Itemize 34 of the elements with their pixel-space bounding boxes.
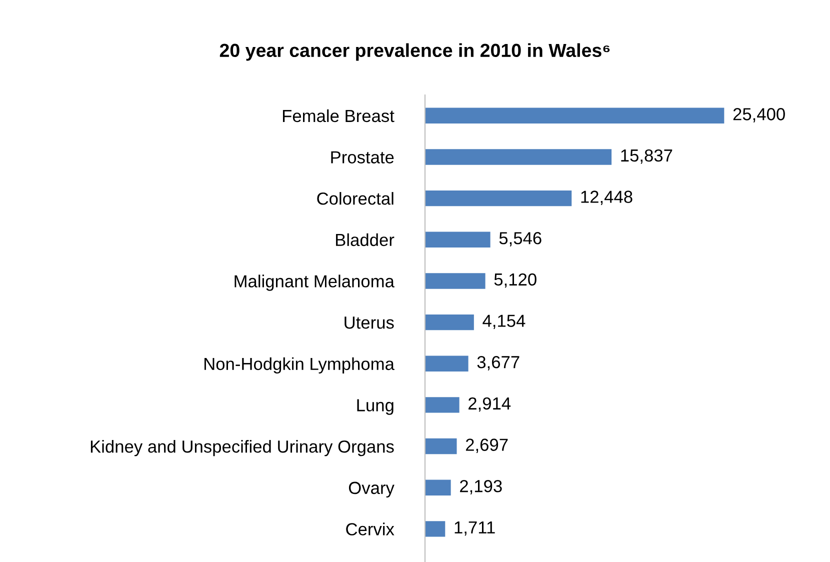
y-tick-label: Cervix [346,522,394,536]
bar [425,232,490,248]
y-tick-label: Lung [357,399,394,415]
bar [425,108,724,124]
data-label: 2,914 [468,397,511,412]
y-tick-label: Ovary [348,482,394,498]
data-label: 12,448 [581,190,632,206]
bar [425,149,612,165]
chart-title: 20 year cancer prevalence in 2010 in Wales⁶ [220,43,610,61]
y-tick-label: Prostate [331,151,394,164]
data-label: 3,677 [477,356,520,370]
data-label: 5,546 [499,232,542,246]
bar [425,438,457,454]
data-label: 2,193 [460,480,502,494]
data-label: 4,154 [482,314,526,330]
data-label: 5,120 [494,273,536,288]
bar [425,356,468,372]
data-label: 15,837 [621,149,672,164]
data-label: 1,711 [454,521,495,536]
bar [425,397,460,413]
bar [425,521,446,537]
y-tick-label: Malignant Melanoma [234,274,394,291]
bar [425,480,451,496]
y-tick-label: Kidney and Unspecified Urinary Organs [90,440,394,456]
bar [425,314,474,330]
y-tick-label: Non-Hodgkin Lymphoma [204,357,394,374]
y-tick-label: Female Breast [282,109,394,122]
y-tick-label: Bladder [336,233,394,246]
y-tick-label: Colorectal [317,192,394,205]
bar [425,190,572,206]
y-tick-label: Uterus [344,316,394,329]
data-label: 2,697 [466,438,508,453]
bar [425,273,486,289]
data-label: 25,400 [733,108,785,122]
